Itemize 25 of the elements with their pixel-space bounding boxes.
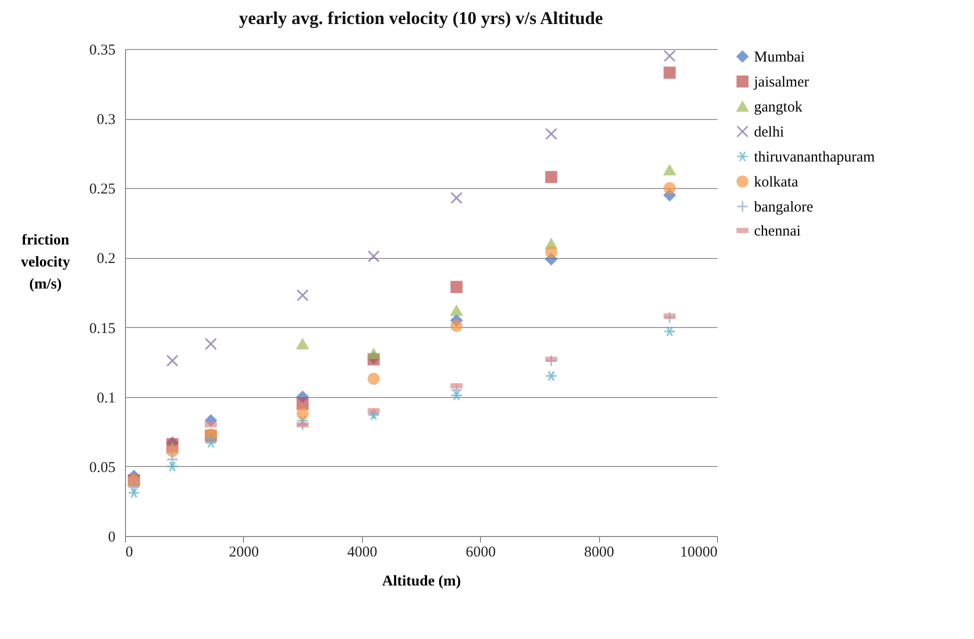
y-tick-label: 0.3 [96, 112, 116, 128]
x-tick-label: 2000 [228, 544, 259, 560]
x-tick-label: 8000 [584, 544, 614, 560]
legend-label: thiruvananthapuram [754, 150, 876, 166]
legend-label: chennai [754, 224, 801, 240]
legend-label: delhi [754, 124, 784, 140]
x-axis-title: Altitude (m) [382, 574, 461, 590]
y-tick-label: 0 [108, 530, 116, 546]
legend-label: Mumbai [754, 50, 805, 66]
y-axis-title: friction velocity (m/s) [20, 232, 71, 292]
legend-label: bangalore [754, 200, 814, 216]
y-tick-label: 0.35 [89, 42, 116, 58]
y-tick-label: 0.2 [96, 251, 116, 268]
chart-title: yearly avg. friction velocity (10 yrs) v/s Altitude [239, 8, 603, 28]
legend-label: jaisalmer [753, 74, 809, 90]
y-tick-label: 0.1 [96, 390, 116, 406]
legend-label: kolkata [754, 174, 798, 190]
y-tick-label: 0.25 [89, 182, 116, 198]
x-tick-label: 0 [126, 544, 133, 560]
y-tick-label: 0.05 [89, 460, 116, 476]
x-tick-label: 6000 [466, 544, 496, 560]
y-tick-label: 0.15 [89, 320, 116, 337]
x-tick-label: 4000 [347, 544, 378, 560]
legend-label: gangtok [754, 100, 803, 116]
x-tick-label: 10000 [680, 544, 718, 560]
